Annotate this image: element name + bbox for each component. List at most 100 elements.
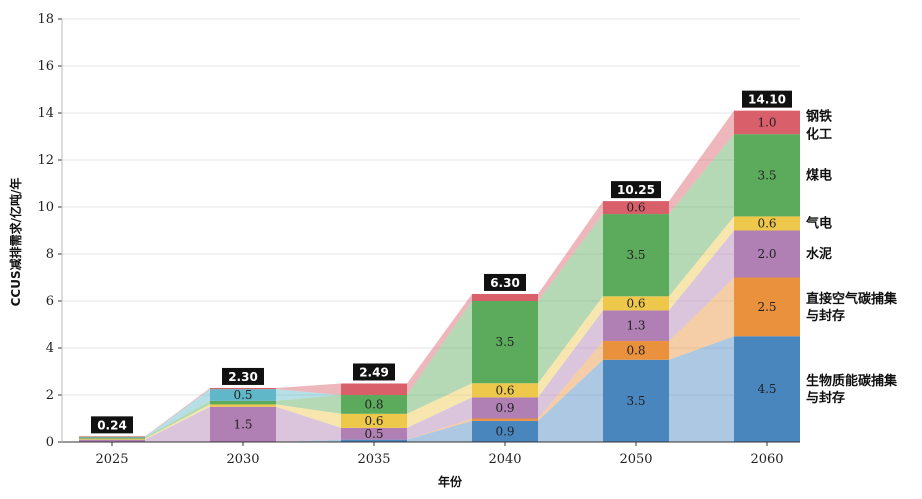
y-axis-title: CCUS减排需求/亿吨/年 (8, 178, 23, 307)
x-tick-label: 2030 (226, 452, 259, 467)
y-tick-label: 14 (37, 106, 54, 121)
legend-label: 与封存 (806, 390, 845, 406)
segment-value-label: 3.5 (626, 394, 645, 408)
stack-area (407, 397, 472, 440)
total-label-box (353, 363, 395, 381)
x-tick-label: 2025 (95, 452, 128, 467)
y-tick-label: 8 (46, 247, 54, 262)
bar-segment (341, 439, 407, 442)
total-value-label: 2.49 (359, 365, 389, 379)
y-tick-label: 6 (46, 294, 54, 309)
legend-label: 钢铁 (806, 108, 832, 124)
legend-label: 气电 (806, 215, 832, 231)
total-value-label: 0.24 (97, 418, 127, 432)
y-tick-label: 10 (37, 200, 54, 215)
bar-segment (734, 336, 800, 442)
y-tick-label: 0 (46, 435, 54, 450)
segment-value-label: 0.5 (233, 388, 252, 402)
bar-segment (603, 310, 669, 341)
y-tick-label: 2 (46, 388, 54, 403)
total-value-label: 10.25 (617, 183, 655, 197)
legend-label: 煤电 (806, 167, 832, 183)
bar-segment (79, 438, 145, 440)
segment-value-label: 0.6 (757, 216, 776, 230)
stack-area (407, 420, 472, 442)
bar-segment (472, 418, 538, 421)
bar-segment (341, 413, 407, 428)
stack-area (538, 214, 603, 384)
stack-area (669, 110, 734, 215)
stack-area (669, 230, 734, 341)
segment-value-label: 0.5 (364, 427, 383, 441)
bar-segment (734, 110, 800, 135)
stack-area (669, 134, 734, 215)
bar-segment (341, 427, 407, 440)
stack-area (407, 383, 472, 428)
legend-label: 化工 (806, 126, 832, 142)
stack-areas (145, 110, 734, 442)
bar-segment (341, 383, 407, 395)
y-tick-label: 4 (46, 341, 54, 356)
total-label-box (484, 273, 526, 291)
segment-value-label: 3.5 (757, 168, 776, 182)
legend-label: 与封存 (806, 308, 845, 324)
total-label-box (742, 90, 792, 108)
stack-area (276, 395, 341, 414)
legend-label: 生物质能碳捕集 (806, 373, 898, 389)
x-tick-label: 2040 (488, 452, 521, 467)
bar-segment (603, 201, 669, 215)
stack-area (407, 301, 472, 414)
bar-segment (79, 437, 145, 439)
bar-segment (79, 439, 145, 442)
bar-segment (210, 404, 276, 407)
stack-area (538, 340, 603, 421)
segment-value-label: 0.6 (626, 296, 645, 310)
stack-area (276, 383, 341, 395)
segment-value-label: 2.0 (757, 247, 776, 261)
stack-area (538, 310, 603, 419)
segment-value-label: 0.6 (495, 383, 514, 397)
stack-area (145, 387, 210, 438)
segment-value-label: 1.5 (233, 417, 252, 431)
y-tick-label: 12 (37, 153, 54, 168)
segment-value-label: 0.6 (626, 201, 645, 215)
bar-segment (734, 230, 800, 278)
stack-area (669, 336, 734, 442)
bar-segment (734, 216, 800, 231)
stack-area (538, 359, 603, 442)
bar-segment (734, 277, 800, 337)
total-value-label: 2.30 (228, 370, 258, 384)
axes: 0 2 4 6 8 10 12 14 16 18 2025 2030 2035 2040 2050 2060 (37, 12, 800, 467)
bar-segment (472, 383, 538, 398)
stack-area (538, 201, 603, 301)
segment-value-label: 0.9 (495, 401, 514, 415)
segment-value-label: 4.5 (757, 382, 776, 396)
segment-value-label: 0.8 (626, 343, 645, 357)
total-label-box (91, 416, 133, 434)
stack-area (538, 296, 603, 398)
bar-segment (472, 397, 538, 419)
x-axis-title: 年份 (438, 474, 463, 489)
bar-segment (472, 293, 538, 301)
y-tick-label: 16 (37, 59, 54, 74)
total-value-label: 6.30 (490, 276, 520, 290)
bars (79, 110, 800, 442)
stack-area (145, 389, 210, 438)
x-tick-label: 2035 (357, 452, 390, 467)
segment-value-label: 3.5 (495, 335, 514, 349)
x-tick-label: 2060 (750, 452, 783, 467)
x-tick-label: 2050 (619, 452, 652, 467)
stack-area (276, 406, 341, 442)
segment-value-label: 3.5 (626, 248, 645, 262)
stack-area (276, 439, 341, 442)
stack-area (407, 418, 472, 440)
bar-segment (603, 359, 669, 442)
legend-label: 直接空气碳捕集 (806, 291, 898, 307)
data-labels: 0.93.54.50.82.51.50.50.91.32.00.60.60.60… (91, 90, 792, 441)
stack-area (145, 400, 210, 439)
stack-area (669, 216, 734, 311)
bar-segment (603, 296, 669, 311)
bar-segment (603, 340, 669, 360)
